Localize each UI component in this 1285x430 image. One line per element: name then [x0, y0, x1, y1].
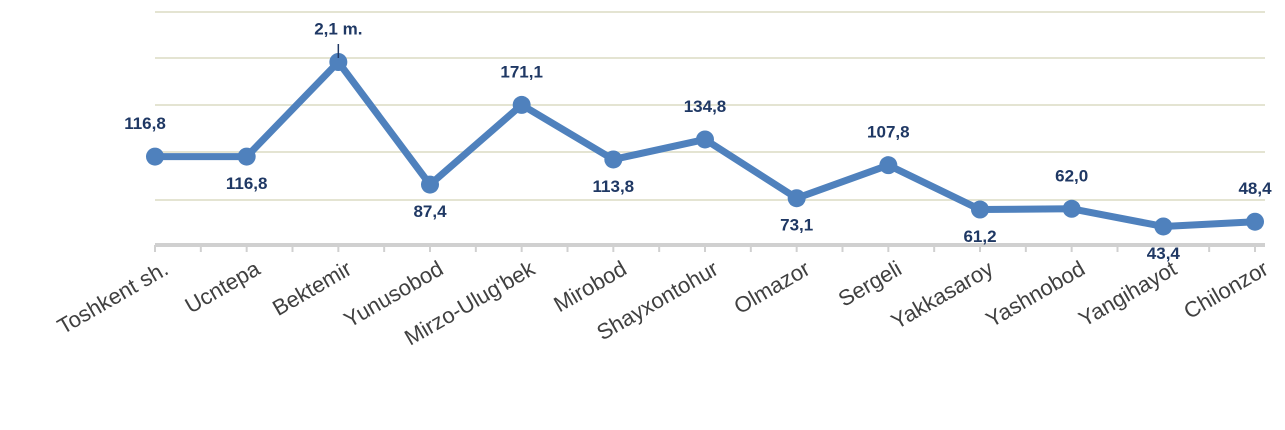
x-tick-label: Ucntepa — [181, 255, 265, 318]
point — [604, 150, 623, 169]
data-label: 48,4 — [1238, 179, 1272, 198]
point — [1154, 217, 1173, 236]
data-label: 61,2 — [963, 227, 996, 246]
point — [329, 53, 348, 71]
data-label: 87,4 — [413, 202, 447, 221]
data-label: 73,1 — [780, 216, 813, 235]
x-tick-label: Yashnobod — [982, 256, 1090, 333]
point — [1062, 199, 1081, 218]
point — [879, 156, 898, 175]
point — [146, 147, 164, 166]
x-tick-label: Toshkent sh. — [53, 256, 172, 339]
point — [696, 130, 714, 149]
data-label: 107,8 — [867, 123, 910, 142]
point — [971, 200, 989, 219]
x-tick-label: Olmazor — [730, 256, 814, 319]
x-tick-label: Sergeli — [834, 256, 906, 312]
point — [1246, 212, 1264, 231]
point — [512, 95, 531, 114]
data-label: 43,4 — [1147, 244, 1181, 263]
data-label: 134,8 — [684, 97, 727, 116]
x-tick-label: Yangihayot — [1074, 256, 1180, 332]
point — [787, 189, 806, 208]
x-tick-label: Chilonzor — [1179, 256, 1272, 324]
data-label: 113,8 — [593, 177, 635, 196]
data-label: 116,8 — [124, 114, 166, 133]
data-label: 2,1 m. — [314, 19, 362, 38]
data-label: 171,1 — [500, 62, 543, 81]
data-label: 116,8 — [226, 174, 268, 193]
x-tick-label: Yakkasaroy — [887, 256, 998, 334]
data-label: 62,0 — [1055, 166, 1088, 185]
point — [421, 175, 439, 194]
point — [237, 147, 256, 166]
